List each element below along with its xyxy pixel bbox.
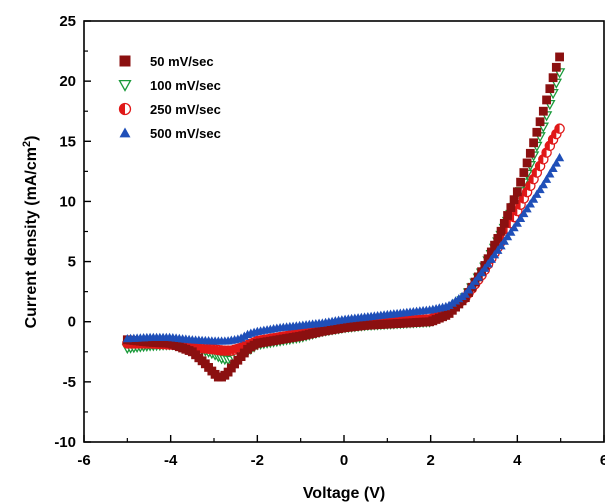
y-tick-label: 25 xyxy=(59,13,76,30)
y-tick-label: 5 xyxy=(68,254,76,271)
y-tick-label: -5 xyxy=(63,374,76,391)
x-tick-label: -2 xyxy=(251,452,264,469)
legend-label: 250 mV/sec xyxy=(150,102,221,117)
data-point xyxy=(551,62,561,72)
series-layer xyxy=(121,52,566,382)
data-point xyxy=(476,268,487,277)
data-point xyxy=(554,123,565,134)
data-point xyxy=(529,138,538,148)
data-point xyxy=(522,204,532,213)
data-point xyxy=(545,84,555,94)
legend-label: 500 mV/sec xyxy=(150,126,221,141)
data-point xyxy=(532,127,542,137)
data-point xyxy=(506,203,516,212)
data-point xyxy=(512,218,522,227)
x-tick-label: -4 xyxy=(164,452,178,469)
series-500-mv-sec xyxy=(122,152,565,345)
legend-label: 50 mV/sec xyxy=(150,54,214,69)
x-tick-label: 0 xyxy=(340,452,348,469)
data-point xyxy=(483,254,493,264)
data-point xyxy=(480,263,490,272)
data-point xyxy=(460,289,470,298)
data-point xyxy=(470,276,480,285)
data-point xyxy=(486,247,496,257)
x-tick-label: 4 xyxy=(513,452,522,469)
x-tick-label: 6 xyxy=(600,452,605,469)
data-point xyxy=(490,240,499,250)
legend-marker xyxy=(119,127,131,138)
y-tick-label: 15 xyxy=(59,133,76,150)
legend-marker xyxy=(118,79,132,92)
data-point xyxy=(535,117,545,127)
data-point xyxy=(538,106,548,116)
data-point xyxy=(542,95,551,105)
legend-item-50-mv-sec: 50 mV/sec xyxy=(119,54,214,69)
legend: 50 mV/sec 100 mV/sec 250 mV/sec 500 mV/sec xyxy=(118,54,221,141)
data-point xyxy=(516,177,525,187)
data-point xyxy=(463,285,474,294)
data-point xyxy=(515,213,526,222)
data-point xyxy=(499,236,509,245)
data-point xyxy=(551,158,561,167)
data-point xyxy=(528,194,539,203)
data-point xyxy=(522,158,532,168)
y-axis-title-main: Current density (mA/cm xyxy=(23,147,40,328)
data-point xyxy=(473,272,483,281)
data-point xyxy=(532,189,542,198)
x-axis-title: Voltage (V) xyxy=(303,485,385,502)
legend-item-500-mv-sec: 500 mV/sec xyxy=(119,126,221,141)
data-point xyxy=(493,234,503,243)
data-point xyxy=(547,134,559,145)
y-tick-label: -10 xyxy=(54,434,76,451)
y-tick-label: 20 xyxy=(59,73,76,90)
y-axis-title: Current density (mA/cm2) xyxy=(21,136,40,329)
legend-marker xyxy=(119,55,131,67)
x-tick-label: -6 xyxy=(77,452,90,469)
x-tick-label: 2 xyxy=(426,452,434,469)
data-point xyxy=(496,241,506,250)
data-point xyxy=(525,199,535,208)
data-point xyxy=(486,254,496,263)
data-point xyxy=(554,152,565,162)
data-point xyxy=(535,184,545,194)
data-point xyxy=(538,179,548,189)
legend-item-100-mv-sec: 100 mV/sec xyxy=(118,78,221,93)
legend-label: 100 mV/sec xyxy=(150,78,221,93)
data-point xyxy=(548,163,558,173)
data-point xyxy=(467,280,477,290)
data-point xyxy=(483,259,493,268)
data-point xyxy=(499,218,509,228)
data-point xyxy=(525,148,535,158)
legend-item-250-mv-sec: 250 mV/sec xyxy=(118,102,221,117)
data-point xyxy=(502,232,513,241)
data-point xyxy=(503,211,512,220)
data-point xyxy=(512,187,522,197)
data-point xyxy=(496,226,506,236)
data-point xyxy=(506,227,516,236)
data-point xyxy=(509,222,519,232)
data-point xyxy=(545,169,555,178)
legend-marker xyxy=(118,102,132,116)
data-point xyxy=(555,52,564,62)
data-point xyxy=(519,168,529,177)
data-point xyxy=(541,174,552,183)
y-axis-title-superscript: 2 xyxy=(21,141,33,147)
y-tick-label: 0 xyxy=(68,314,76,331)
data-point xyxy=(493,245,503,254)
data-point xyxy=(519,208,529,218)
data-point xyxy=(489,250,500,259)
data-point xyxy=(509,195,519,205)
y-axis-title-tail: ) xyxy=(23,136,40,141)
axes-layer: -6 -4 -2 0 2 4 6 -10 -5 0 5 10 15 20 25 xyxy=(54,13,605,469)
data-point xyxy=(548,73,558,83)
y-tick-label: 10 xyxy=(59,193,76,210)
